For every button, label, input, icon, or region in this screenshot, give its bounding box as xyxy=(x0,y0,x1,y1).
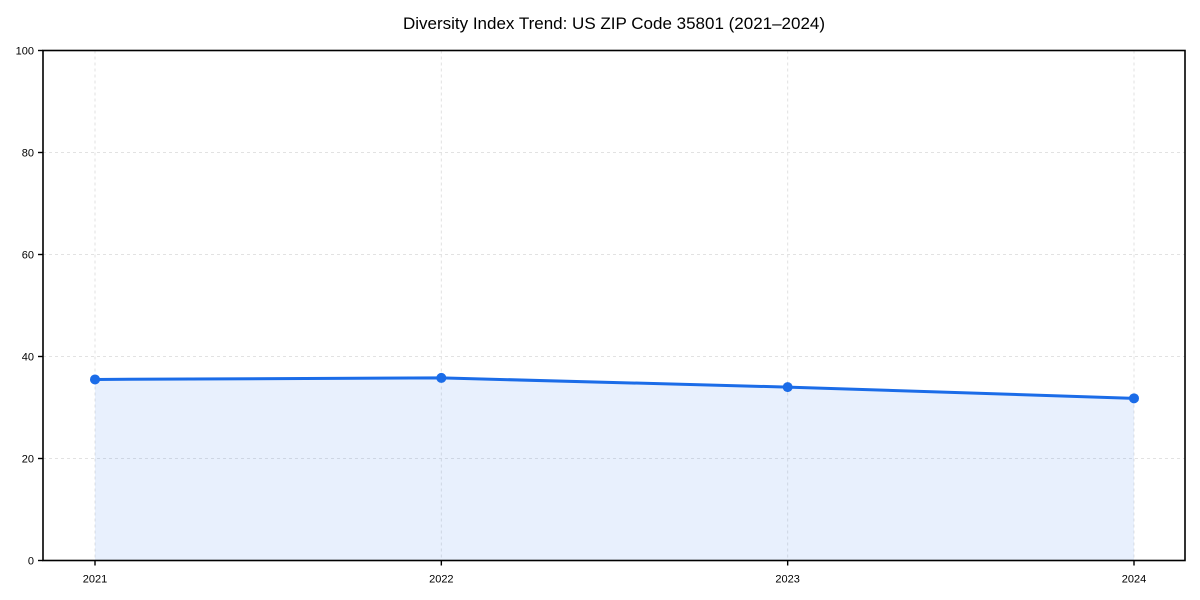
y-tick-label: 0 xyxy=(28,556,34,568)
data-point-marker xyxy=(1129,393,1139,404)
x-tick-label: 2023 xyxy=(775,574,799,586)
y-tick-label: 20 xyxy=(22,454,34,466)
plot-border xyxy=(42,49,1186,562)
x-tick-labels: 2021 2022 2023 2024 xyxy=(83,574,1146,586)
area-region xyxy=(95,377,1134,561)
y-tick-label: 40 xyxy=(22,352,34,364)
series-line xyxy=(93,376,1136,400)
data-point-marker xyxy=(90,374,100,385)
data-point-marker xyxy=(436,372,447,383)
trend-line xyxy=(93,376,1136,400)
x-tick-label: 2024 xyxy=(1122,574,1146,586)
gridlines xyxy=(43,50,1185,561)
x-tick-label: 2022 xyxy=(429,574,453,586)
x-tick-label: 2021 xyxy=(83,574,107,586)
data-point-marker xyxy=(782,382,793,393)
y-tick-label: 100 xyxy=(16,46,34,58)
y-tick-label: 60 xyxy=(22,250,34,262)
chart-title: Diversity Index Trend: US ZIP Code 35801… xyxy=(403,14,825,33)
axis-ticks xyxy=(38,49,1135,566)
area-fill xyxy=(95,377,1134,561)
y-tick-label: 80 xyxy=(22,148,34,160)
data-points xyxy=(90,372,1139,404)
y-tick-labels: 0 20 40 60 80 100 xyxy=(16,46,34,568)
